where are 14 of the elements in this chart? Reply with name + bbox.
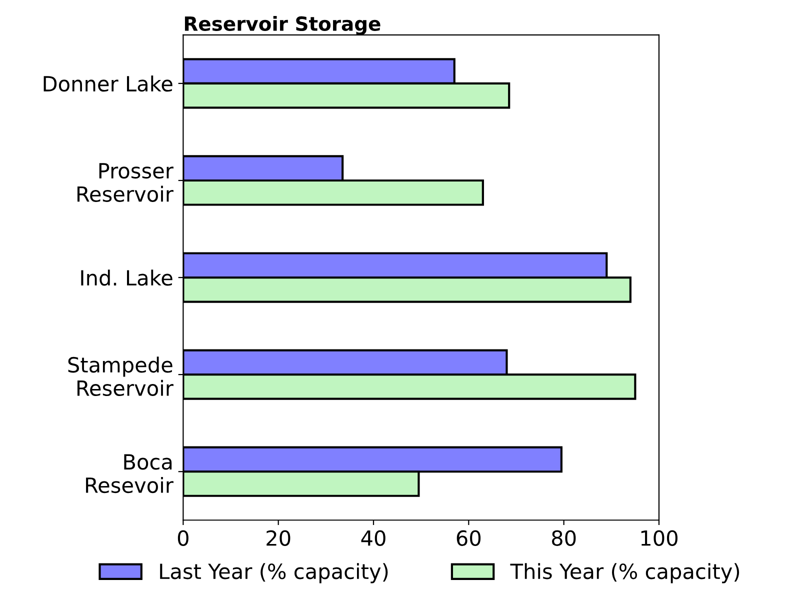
x-tick-label: 100 [641, 530, 678, 546]
x-tick-label: 40 [361, 530, 386, 546]
chart-title: Reservoir Storage [184, 16, 380, 35]
y-tick-label: Prosser Reservoir [77, 163, 174, 202]
legend-label: Last Year (% capacity) [160, 563, 388, 584]
x-tick-label: 60 [456, 530, 481, 546]
x-tick-label: 0 [178, 530, 188, 546]
y-tick-label: Boca Resevoir [86, 454, 174, 494]
y-tick-label: Stampede Reservoir [68, 356, 174, 396]
x-tick-label: 20 [266, 530, 290, 546]
y-tick-label: Donner Lake [44, 76, 172, 92]
y-tick-label: Ind. Lake [81, 270, 172, 286]
x-tick-label: 80 [552, 530, 576, 546]
legend-label: This Year (% capacity) [510, 563, 740, 584]
